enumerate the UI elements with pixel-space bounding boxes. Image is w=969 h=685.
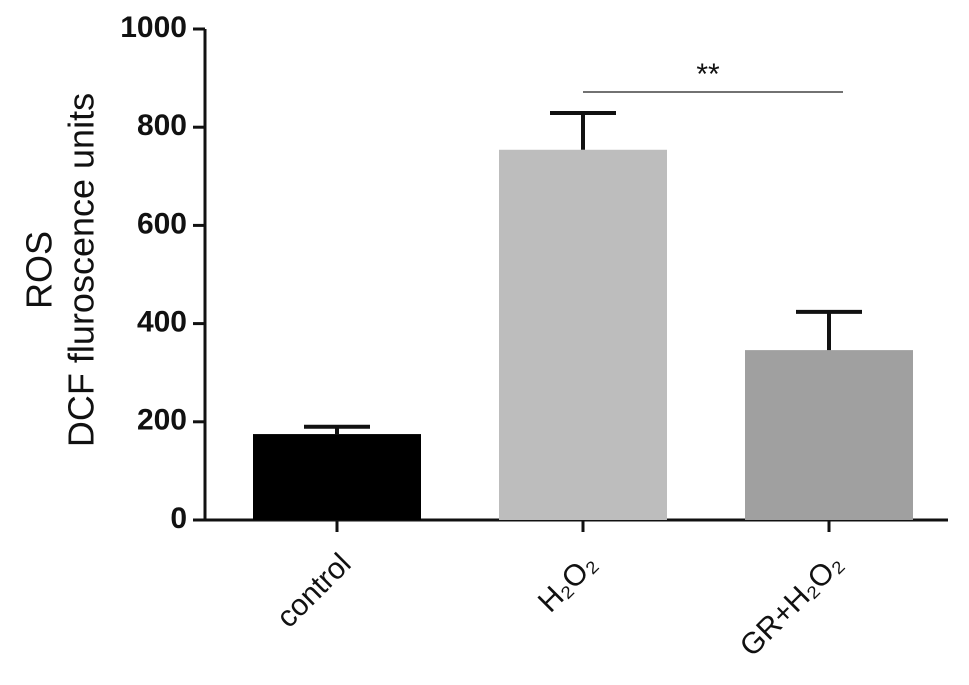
y-tick-label: 600 [137,207,187,240]
y-tick-label: 0 [170,502,187,535]
y-tick-label: 800 [137,109,187,142]
y-axis-label: DCF fluroscence units [61,93,102,447]
y-tick-label: 200 [137,404,187,437]
x-tick-label: GR+H₂O₂ [734,547,850,663]
x-tick-label: H₂O₂ [532,547,604,619]
x-tick-label: control [271,547,358,634]
bar [745,350,913,520]
y-tick-label: 400 [137,306,187,339]
y-tick-label: 1000 [120,11,187,44]
error-bar [796,309,862,351]
y-axis-label: ROS [19,231,60,309]
significance-label: ** [696,58,720,91]
error-bar [304,424,370,435]
bar [499,149,667,520]
bar [253,434,421,520]
error-bar [550,110,616,150]
